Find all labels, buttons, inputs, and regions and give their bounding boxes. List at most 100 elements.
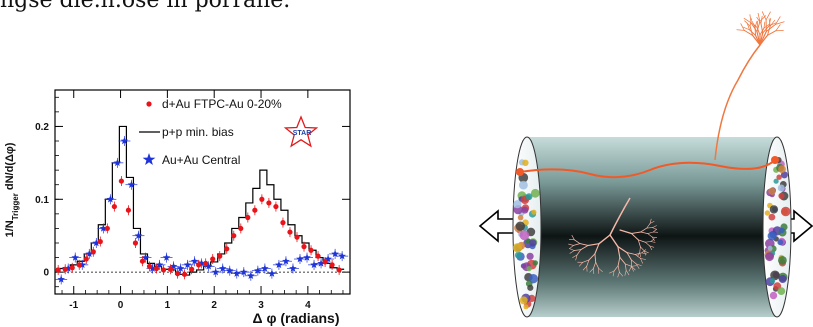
jet-branch: [630, 259, 637, 265]
detector-tube: [527, 137, 777, 317]
jet-branch: [646, 227, 653, 229]
correlation-chart: -1 0 1 2 3 4 0 0.1 0.2 d+Au FTPC-Au 0-20% p+p mi…: [4, 89, 351, 326]
jet-branch: [769, 19, 776, 27]
jet-origin-right: [771, 156, 779, 164]
dau-point: [210, 254, 216, 265]
legend: d+Au FTPC-Au 0-20% p+p min. bias Au+Au C…: [139, 97, 282, 167]
jet-branch: [609, 234, 619, 248]
nucleon-blob: [778, 275, 787, 283]
collision-illustration: [478, 11, 813, 318]
dau-point: [301, 241, 307, 252]
nucleon-blob: [514, 251, 523, 259]
jet-branch: [588, 253, 596, 261]
jet-branch: [646, 223, 651, 229]
jet-branch: [619, 271, 623, 277]
jet-branch: [765, 23, 776, 32]
dau-point: [167, 264, 174, 275]
auau-point: [202, 261, 215, 272]
jet-branch: [571, 235, 575, 241]
nucleon-blob: [532, 260, 538, 266]
nucleon-blob: [526, 252, 534, 260]
upper-jet-spray: [736, 11, 785, 46]
jet-branch: [619, 229, 633, 235]
jet-branch: [650, 241, 656, 243]
jet-branch: [595, 261, 599, 269]
jet-branch: [641, 249, 647, 254]
outgoing-jet-trunk: [714, 44, 761, 161]
dau-point: [76, 259, 82, 270]
dau-point: [125, 205, 132, 216]
jet-branch: [574, 239, 581, 244]
histogram-series: [56, 125, 345, 276]
jet-branch: [650, 238, 655, 242]
jet-branch: [636, 263, 640, 269]
jet-branch: [589, 268, 594, 273]
jet-branch: [652, 225, 657, 228]
dau-point: [273, 201, 279, 212]
jet-branch: [619, 256, 626, 265]
auau-point: [244, 270, 257, 281]
dau-point: [322, 256, 328, 267]
dau-point: [189, 264, 195, 275]
x-tick-label: 3: [258, 300, 264, 311]
nucleon-blob: [525, 193, 533, 201]
jet-branch: [624, 263, 632, 267]
left-nucleus: [512, 159, 540, 310]
jet-branch: [582, 265, 587, 271]
jet-branch: [636, 263, 642, 266]
jet-branch: [626, 252, 636, 255]
star-logo: STAR: [283, 115, 319, 148]
nucleon-blob: [519, 230, 530, 241]
nucleon-blob: [768, 213, 776, 221]
jet-branch: [644, 250, 649, 254]
jet-branch: [756, 20, 761, 33]
auau-point: [69, 252, 82, 263]
dau-point: [231, 230, 237, 241]
dau-point: [83, 254, 89, 265]
jet-branch: [756, 16, 762, 24]
dau-point: [62, 264, 68, 275]
dau-point: [245, 212, 251, 223]
jet-branch: [640, 258, 646, 260]
dau-point: [55, 264, 61, 275]
nucleon-blob: [770, 270, 780, 281]
jet-branch: [765, 11, 771, 21]
x-tick-label: -1: [69, 300, 78, 311]
nucleon-blob: [767, 231, 777, 241]
jet-branch: [612, 270, 615, 277]
auau-point: [286, 263, 299, 274]
jet-branch: [763, 21, 766, 29]
legend-label-pp: p+p min. bias: [162, 125, 234, 139]
nucleon-blob: [777, 184, 785, 192]
jet-branch: [749, 29, 756, 36]
jet-branch: [640, 231, 649, 234]
nucleon-blob: [512, 243, 523, 253]
jet-branch: [639, 252, 641, 258]
nucleon-blob: [769, 205, 779, 214]
jet-branch: [625, 270, 630, 276]
jet-branch: [617, 256, 621, 267]
dau-point: [315, 251, 321, 262]
jet-branch: [767, 30, 777, 36]
nucleon-blob: [776, 174, 782, 180]
auau-point: [308, 259, 321, 270]
jet-branch: [617, 246, 628, 254]
auau-point: [237, 267, 250, 278]
y-tick-label: 0: [43, 268, 49, 279]
dau-point: [153, 263, 160, 274]
jet-branch: [568, 243, 574, 246]
jet-branch: [573, 249, 582, 251]
jet-branch: [631, 231, 642, 234]
jet-branch: [640, 258, 643, 264]
dau-point: [308, 245, 314, 256]
auau-point: [174, 263, 187, 274]
nucleon-blob: [531, 209, 537, 215]
jet-branch: [569, 245, 574, 249]
jet-branch: [626, 252, 632, 261]
dau-point: [139, 256, 146, 267]
jet-branch: [639, 246, 641, 253]
y-tick-label: 0.2: [35, 122, 49, 133]
dau-point: [69, 262, 75, 273]
legend-label-auau: Au+Au Central: [162, 153, 240, 167]
auau-point: [111, 157, 124, 168]
